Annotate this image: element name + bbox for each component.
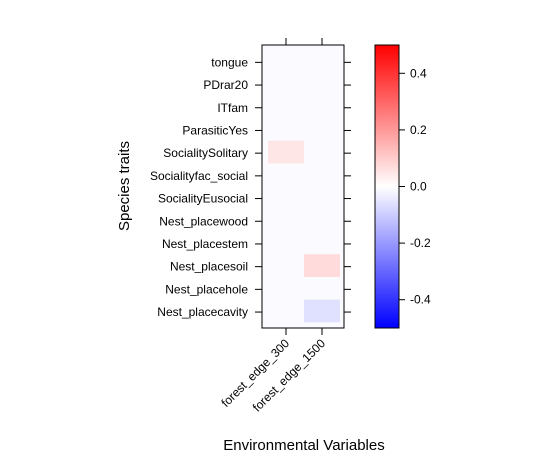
heatmap-cell bbox=[268, 299, 304, 323]
heatmap-cell bbox=[268, 95, 304, 119]
heatmap-cell bbox=[268, 72, 304, 96]
y-tick-label: tongue bbox=[211, 55, 248, 69]
y-tick-label: ITfam bbox=[217, 101, 248, 115]
colorbar-tick-label: 0.0 bbox=[410, 180, 427, 194]
heatmap-cell bbox=[304, 50, 340, 73]
colorbar-ticks: 0.4 0.2 0.0 -0.2 -0.4 bbox=[399, 66, 431, 307]
heatmap-cell bbox=[268, 254, 304, 277]
y-tick-label: Nest_placestem bbox=[162, 237, 248, 251]
heatmap-cell bbox=[304, 208, 340, 232]
colorbar-tick-label: -0.2 bbox=[410, 236, 431, 250]
heatmap-cell bbox=[268, 163, 304, 187]
heatmap-cell bbox=[268, 140, 304, 164]
heatmap-cell bbox=[304, 299, 340, 323]
y-tick-label: ParasiticYes bbox=[182, 123, 248, 137]
heatmap-cell bbox=[268, 186, 304, 209]
heatmap-cell bbox=[268, 50, 304, 73]
heatmap-cells bbox=[262, 45, 344, 328]
colorbar bbox=[374, 44, 400, 329]
y-tick-label: SocialitySolitary bbox=[163, 146, 248, 160]
heatmap-cell bbox=[268, 277, 304, 300]
heatmap-cell bbox=[304, 231, 340, 255]
y-tick-label: Nest_placesoil bbox=[170, 260, 248, 274]
y-tick-label: Socialityfac_social bbox=[150, 169, 248, 183]
colorbar-tick-label: -0.4 bbox=[410, 293, 431, 307]
y-tick-label: SocialityEusocial bbox=[158, 192, 248, 206]
colorbar-tick-label: 0.2 bbox=[410, 123, 427, 137]
y-axis-label: Species traits bbox=[116, 141, 133, 231]
y-axis-ticks: tongue PDrar20 ITfam ParasiticYes SocialityS… bbox=[150, 55, 351, 319]
heatmap-cell bbox=[304, 186, 340, 209]
x-axis-label: Environmental Variables bbox=[223, 437, 384, 454]
heatmap-cell bbox=[268, 231, 304, 255]
heatmap-cell bbox=[304, 118, 340, 141]
y-tick-label: Nest_placecavity bbox=[157, 305, 248, 319]
heatmap-cell bbox=[304, 277, 340, 300]
heatmap-cell bbox=[268, 208, 304, 232]
heatmap-cell bbox=[304, 72, 340, 96]
heatmap-panel-frame bbox=[261, 44, 345, 329]
heatmap-cell bbox=[304, 254, 340, 277]
colorbar-tick-label: 0.4 bbox=[410, 66, 427, 80]
y-tick-label: Nest_placehole bbox=[165, 282, 248, 296]
heatmap-cell bbox=[268, 118, 304, 141]
y-tick-label: PDrar20 bbox=[203, 78, 248, 92]
y-tick-label: Nest_placewood bbox=[159, 214, 248, 228]
heatmap-cell bbox=[304, 95, 340, 119]
heatmap-cell bbox=[304, 140, 340, 164]
heatmap-cell bbox=[304, 163, 340, 187]
